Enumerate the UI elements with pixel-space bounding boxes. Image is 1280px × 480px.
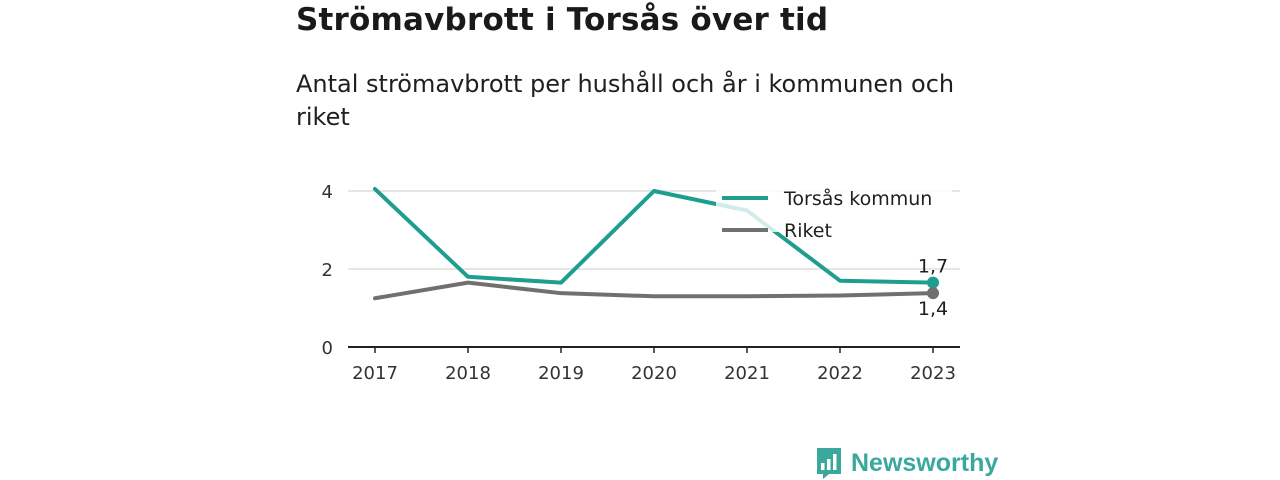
series-line-riket [373,280,935,301]
series-end-point [927,276,939,289]
legend-label: Riket [784,220,832,242]
chart-subtitle: Antal strömavbrott per hushåll och år i … [296,70,955,131]
x-tick-label: 2017 [352,363,398,384]
x-tick-label: 2023 [910,363,956,384]
brand-name: Newsworthy [851,448,999,477]
x-tick-label: 2019 [538,363,584,384]
y-tick-label: 4 [322,182,333,203]
x-tick-label: 2022 [817,363,863,384]
data-label: 1,7 [918,256,948,278]
bar-chart-speech-bubble-icon [817,448,841,479]
series-line-torsas [373,187,935,285]
data-label: 1,4 [918,298,948,320]
x-tick-label: 2020 [631,363,677,384]
y-tick-label: 0 [322,338,333,359]
y-tick-label: 2 [322,260,333,281]
newsworthy-logo: Newsworthy [815,446,998,480]
chart-title: Strömavbrott i Torsås över tid [296,2,829,38]
legend-label: Torsås kommun [783,187,932,210]
x-tick-label: 2021 [724,363,770,384]
x-tick-label: 2018 [445,363,491,384]
series-end-point [927,287,939,300]
